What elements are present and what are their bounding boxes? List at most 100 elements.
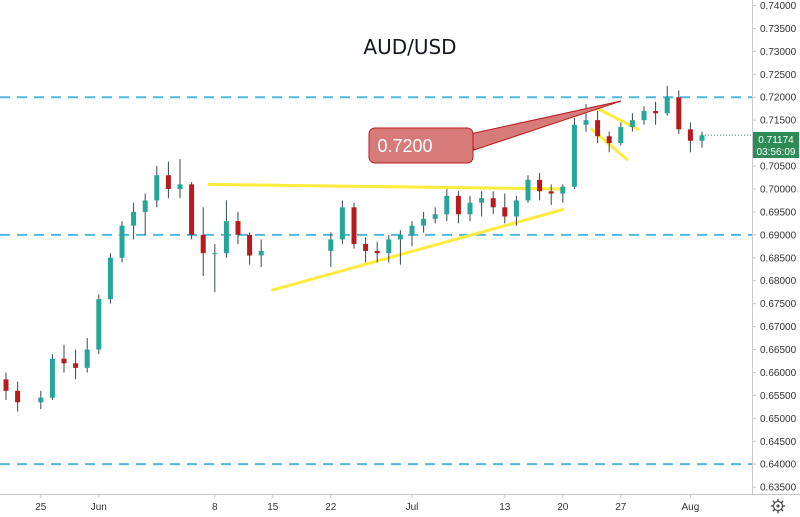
candle-body-down <box>363 244 369 251</box>
candle <box>409 221 415 247</box>
candle <box>687 122 693 153</box>
time-tick-label: 25 <box>35 502 47 513</box>
price-tick-label: 0.73500 <box>760 24 797 35</box>
candle <box>142 193 148 235</box>
candle <box>328 232 334 267</box>
candle-body-up <box>664 97 670 114</box>
candle <box>3 372 9 400</box>
candle <box>629 113 635 132</box>
candle <box>653 101 659 125</box>
candle <box>38 390 44 410</box>
candle-body-up <box>397 234 403 240</box>
candle <box>84 338 90 373</box>
time-tick-label: 8 <box>212 502 218 513</box>
candle-body-down <box>490 198 496 208</box>
price-tick-label: 0.67500 <box>760 299 797 310</box>
chart-settings-gear-icon[interactable] <box>770 498 786 514</box>
candle-body-down <box>200 234 206 254</box>
candle-body-up <box>513 200 519 217</box>
candle <box>258 239 264 267</box>
candle-body-down <box>455 195 461 215</box>
candle <box>560 184 566 203</box>
price-tick-label: 0.64500 <box>760 437 797 448</box>
candle-body-up <box>131 211 137 226</box>
candle <box>525 175 531 203</box>
candle <box>386 234 392 263</box>
price-tick-label: 0.69000 <box>760 230 797 241</box>
price-tick-label: 0.70500 <box>760 162 797 173</box>
candle-body-up <box>444 195 450 215</box>
price-tick-label: 0.68500 <box>760 253 797 264</box>
candle-body-up <box>641 111 647 121</box>
price-tick-label: 0.66500 <box>760 345 797 356</box>
candle-body-down <box>189 184 195 235</box>
candle <box>676 90 682 134</box>
candles <box>3 85 705 412</box>
candle <box>61 344 67 373</box>
candle-body-up <box>409 225 415 235</box>
price-tick-label: 0.70000 <box>760 184 797 195</box>
candle-body-down <box>61 358 67 364</box>
candle <box>339 200 345 245</box>
candle <box>200 207 206 277</box>
last-price-value: 0.71174 <box>758 135 794 146</box>
last-price-tag: 0.71174 03:56:09 <box>753 132 799 158</box>
candle-body-up <box>258 250 264 256</box>
callout-label: 0.7200 <box>377 136 432 156</box>
candle-body-up <box>154 175 160 201</box>
candle <box>189 182 195 240</box>
time-tick-label: 20 <box>557 502 569 513</box>
candle <box>664 85 670 116</box>
time-tick-label: 15 <box>267 502 279 513</box>
trend-line-1 <box>271 208 565 292</box>
candle <box>421 211 427 233</box>
trend-line-0 <box>207 182 565 191</box>
time-tick-label: 22 <box>325 502 337 513</box>
candle <box>131 202 137 240</box>
price-tick-label: 0.68000 <box>760 276 797 287</box>
candle-body-down <box>595 120 601 137</box>
candle <box>606 131 612 153</box>
chart-title: AUD/USD <box>363 35 456 59</box>
candle-body-up <box>212 253 218 255</box>
time-tick-label: 27 <box>615 502 627 513</box>
price-tick-label: 0.74000 <box>760 1 797 12</box>
horizontal-levels <box>0 96 752 466</box>
time-tick-label: Aug <box>682 502 700 513</box>
candle <box>351 202 357 249</box>
candle <box>571 117 577 189</box>
candle <box>247 232 253 265</box>
candle-body-down <box>235 221 241 235</box>
price-tick-label: 0.73000 <box>760 47 797 58</box>
price-tick-label: 0.72000 <box>760 93 797 104</box>
price-tick-label: 0.63500 <box>760 483 797 494</box>
candle-body-up <box>571 124 577 187</box>
time-tick-label: Jul <box>406 502 419 513</box>
candle <box>479 191 485 217</box>
time-tick-label: Jun <box>91 502 107 513</box>
candle-body-up <box>560 186 566 194</box>
candle <box>537 172 543 201</box>
price-tick-label: 0.72500 <box>760 70 797 81</box>
candle <box>96 294 102 355</box>
candle <box>374 241 380 263</box>
candle-body-up <box>142 200 148 212</box>
candle-body-down <box>351 207 357 245</box>
candle-body-up <box>84 349 90 368</box>
candle <box>15 381 21 412</box>
price-axis: 0.74000 0.73500 0.73000 0.72500 0.72000 0.715… <box>752 1 797 494</box>
candle <box>107 253 113 304</box>
callout-box <box>368 127 474 164</box>
candle-body-down <box>3 379 9 391</box>
candle-body-up <box>629 120 635 128</box>
candle-body-up <box>386 239 392 254</box>
candle-body-down <box>653 111 659 114</box>
candle <box>432 207 438 224</box>
candle <box>165 161 171 199</box>
candle-body-up <box>107 257 113 300</box>
candle <box>490 191 496 215</box>
price-tick-label: 0.66000 <box>760 368 797 379</box>
candle <box>363 237 369 263</box>
candle <box>455 191 461 224</box>
candle <box>397 230 403 265</box>
